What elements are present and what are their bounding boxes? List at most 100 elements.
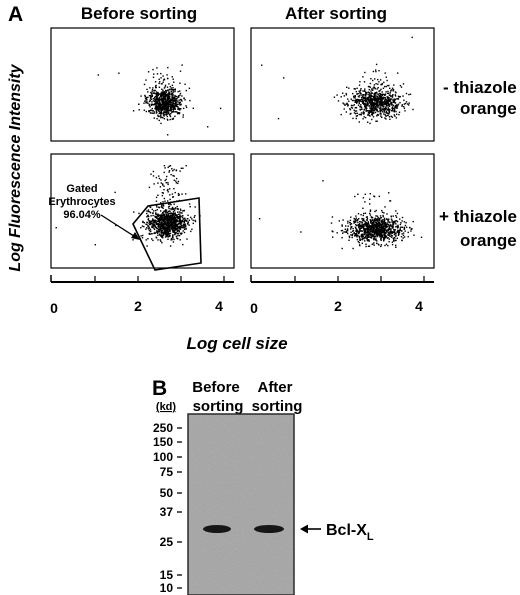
scatter-event	[372, 79, 374, 82]
scatter-event	[167, 227, 169, 230]
scatter-event	[177, 223, 180, 225]
scatter-event	[168, 92, 171, 94]
scatter-event	[158, 230, 160, 232]
scatter-event	[403, 99, 405, 101]
scatter-event	[379, 96, 381, 98]
scatter-event	[353, 96, 355, 99]
scatter-event	[176, 205, 178, 208]
scatter-event	[374, 220, 376, 222]
scatter-event	[352, 92, 354, 95]
scatter-event	[371, 231, 374, 234]
marker-10: 10	[160, 581, 174, 595]
scatter-event	[356, 219, 359, 222]
scatter-event	[360, 227, 363, 229]
scatter-event	[171, 222, 173, 225]
scatter-event	[383, 104, 385, 106]
scatter-event	[365, 104, 367, 106]
scatter-event	[172, 196, 174, 198]
scatter-event	[378, 221, 380, 224]
scatter-event	[375, 105, 377, 107]
scatter-event	[392, 215, 394, 217]
scatter-event	[392, 237, 394, 240]
scatter-event	[387, 223, 390, 226]
scatter-event	[173, 231, 175, 233]
scatter-event	[379, 105, 381, 107]
scatter-event	[413, 234, 415, 236]
scatter-event	[155, 212, 157, 215]
scatter-event	[168, 91, 170, 93]
scatter-event	[367, 245, 370, 247]
scatter-event	[386, 99, 388, 102]
scatter-event	[367, 231, 369, 233]
scatter-event	[157, 102, 160, 104]
scatter-event	[171, 111, 173, 114]
scatter-event	[373, 233, 376, 235]
scatter-event	[397, 229, 399, 232]
scatter-event	[171, 103, 173, 105]
scatter-event	[152, 100, 155, 102]
scatter-event	[172, 170, 174, 172]
scatter-event	[177, 229, 179, 232]
scatter-event	[159, 228, 161, 230]
scatter-event	[362, 207, 364, 209]
scatter-event	[387, 230, 390, 232]
scatter-event	[147, 210, 149, 213]
scatter-event	[161, 107, 163, 109]
scatter-event	[370, 103, 372, 106]
scatter-event	[385, 243, 388, 245]
scatter-event	[161, 219, 164, 221]
scatter-event	[355, 90, 358, 93]
scatter-event	[362, 90, 364, 92]
scatter-event	[148, 220, 151, 222]
scatter-event	[368, 236, 370, 238]
scatter-event	[171, 238, 173, 241]
scatter-event	[152, 239, 154, 242]
erythrocyte-gate	[132, 197, 202, 271]
scatter-event	[348, 87, 350, 89]
scatter-event	[169, 227, 171, 229]
scatter-event	[374, 225, 377, 228]
x-tick-before-0: 0	[50, 300, 58, 316]
scatter-event	[364, 99, 366, 102]
scatter-event	[158, 104, 160, 106]
scatter-event	[382, 98, 384, 100]
scatter-event	[158, 93, 161, 95]
scatter-event	[153, 96, 156, 98]
gate-label-2: Erythrocytes	[48, 196, 115, 208]
scatter-event	[162, 81, 164, 83]
scatter-event	[370, 219, 372, 221]
scatter-event	[362, 197, 365, 199]
scatter-event	[375, 92, 378, 94]
scatter-event	[392, 223, 395, 225]
scatter-event	[380, 115, 382, 117]
scatter-event	[161, 225, 163, 227]
scatter-event	[401, 104, 403, 106]
scatter-event	[174, 97, 176, 99]
scatter-event	[354, 218, 356, 221]
scatter-event	[388, 116, 391, 118]
scatter-event	[374, 229, 376, 232]
scatter-event	[375, 120, 377, 122]
scatter-event	[358, 102, 360, 105]
scatter-event	[356, 234, 358, 237]
scatter-event	[164, 227, 166, 229]
scatter-event	[380, 88, 382, 91]
scatter-event	[376, 220, 379, 223]
lane-header-after-1: After	[257, 379, 292, 396]
scatter-event	[372, 96, 375, 98]
scatter-event	[158, 220, 161, 222]
scatter-event	[155, 84, 157, 87]
scatter-event	[177, 103, 179, 106]
scatter-event	[342, 102, 344, 104]
scatter-event	[393, 101, 395, 103]
scatter-event	[373, 232, 375, 234]
scatter-event	[366, 227, 368, 230]
scatter-event	[166, 220, 169, 222]
scatter-event	[166, 222, 168, 224]
scatter-event	[163, 111, 165, 113]
x-axis-label: Log cell size	[186, 334, 287, 353]
scatter-event	[371, 224, 373, 226]
scatter-event	[163, 87, 166, 89]
scatter-event	[169, 225, 171, 227]
scatter-event	[171, 207, 174, 210]
